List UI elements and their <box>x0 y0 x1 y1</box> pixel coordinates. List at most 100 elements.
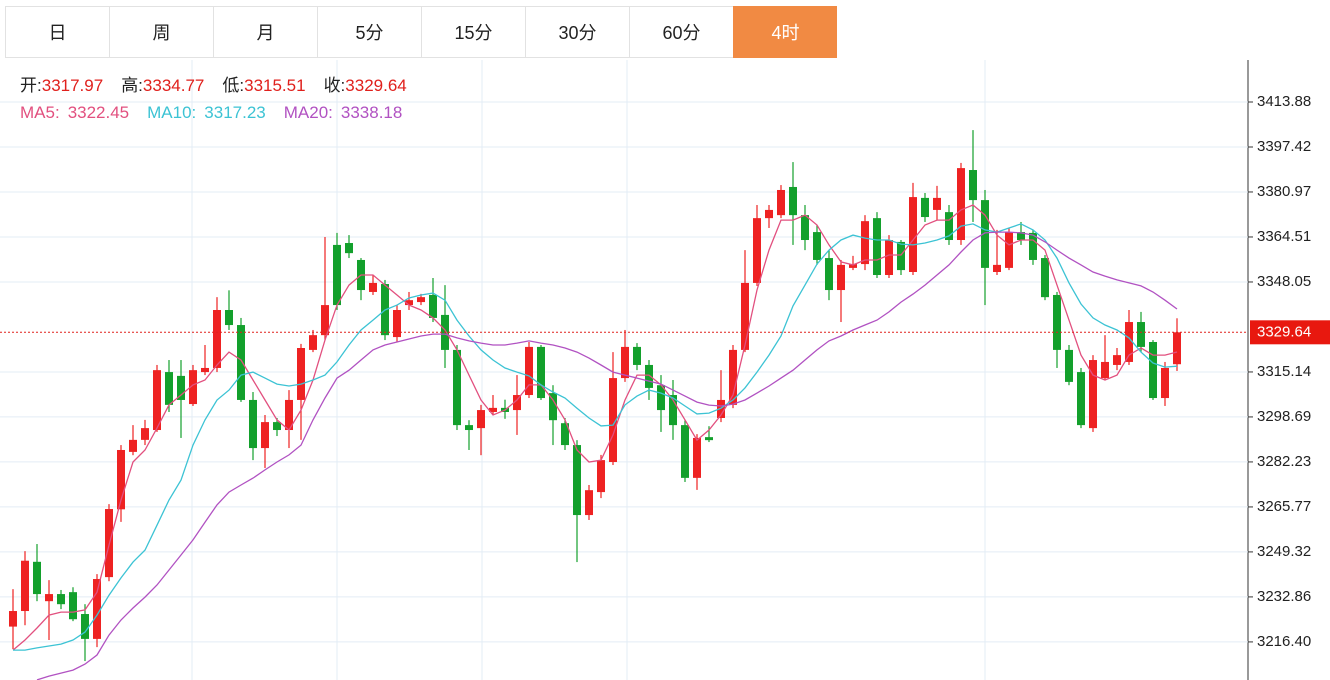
candles <box>9 130 1181 662</box>
candle-body <box>237 325 245 400</box>
ohlc-row: 开:3317.97 高:3334.77 低:3315.51 收:3329.64 <box>20 72 425 99</box>
period-tab[interactable]: 日 <box>5 6 109 58</box>
legend-label: MA5: <box>20 103 60 122</box>
candle-body <box>909 197 917 272</box>
candle-body <box>69 592 77 620</box>
legend-value: 3317.23 <box>204 103 266 122</box>
candle-body <box>897 241 905 271</box>
ohlc-label: 开: <box>20 76 42 95</box>
ohlc-value: 3317.97 <box>41 76 104 95</box>
candle-body <box>1137 322 1145 347</box>
candle-body <box>789 186 797 216</box>
candle-body <box>681 425 689 478</box>
period-tabs: 日周月 5分 15分 30分 60分 4时 <box>5 6 837 58</box>
candle-body <box>429 294 437 318</box>
candle-body <box>873 218 881 276</box>
ohlc-value: 3334.77 <box>142 76 205 95</box>
period-tab[interactable]: 30分 <box>525 6 629 58</box>
candle-body <box>993 264 1001 272</box>
ohlc-label: 低: <box>222 76 245 95</box>
candle-body <box>57 594 65 605</box>
y-tick-label: 3315.14 <box>1257 363 1311 380</box>
candle-body <box>21 560 29 612</box>
candle-body <box>945 212 953 241</box>
candle-body <box>1089 360 1097 429</box>
candle-body <box>705 437 713 441</box>
candle-body <box>813 232 821 260</box>
period-tab[interactable]: 4时 <box>733 6 837 58</box>
ma-lines <box>12 204 1178 680</box>
candle-body <box>1005 232 1013 268</box>
candle-body <box>369 282 377 292</box>
period-tab[interactable]: 月 <box>213 6 317 58</box>
candle-body <box>201 367 209 373</box>
y-tick-label: 3282.23 <box>1257 453 1311 470</box>
candle-body <box>693 437 701 478</box>
candle-body <box>597 460 605 493</box>
candle-body <box>345 243 353 254</box>
legend-value: 3338.18 <box>340 103 403 122</box>
candle-body <box>273 422 281 431</box>
candle-body <box>129 439 137 452</box>
ohlc-label: 高: <box>121 76 143 95</box>
y-tick-label: 3413.88 <box>1257 93 1311 110</box>
candle-body <box>1029 232 1037 260</box>
y-tick-label: 3380.97 <box>1257 183 1311 200</box>
candle-body <box>549 393 557 421</box>
candle-body <box>1101 361 1109 379</box>
period-tab[interactable]: 周 <box>109 6 213 58</box>
ma-row: MA5: 3322.45 MA10: 3317.23 MA20: 3338.18 <box>20 99 425 126</box>
candle-body <box>513 395 521 411</box>
y-tick-label: 3232.86 <box>1257 588 1311 605</box>
y-tick-label: 3216.40 <box>1257 633 1311 650</box>
candle-body <box>177 375 185 400</box>
candle-body <box>729 349 737 405</box>
y-tick-label: 3298.69 <box>1257 408 1311 425</box>
y-tick-label: 3364.51 <box>1257 228 1311 245</box>
ma-line <box>12 204 1178 651</box>
candle-body <box>573 445 581 516</box>
last-price-label: 3329.64 <box>1257 323 1311 340</box>
candle-body <box>453 349 461 426</box>
candle-body <box>741 282 749 350</box>
candle-body <box>645 364 653 388</box>
candle-body <box>1173 332 1181 365</box>
candle-body <box>33 561 41 595</box>
candle-body <box>885 240 893 276</box>
candle-body <box>1149 341 1157 399</box>
y-tick-label: 3265.77 <box>1257 498 1311 515</box>
candle-body <box>669 395 677 426</box>
candle-body <box>117 449 125 510</box>
legend-value: 3322.45 <box>67 103 130 122</box>
y-tick-label: 3348.05 <box>1257 273 1311 290</box>
candle-body <box>609 378 617 463</box>
candle-body <box>309 335 317 350</box>
candle-body <box>93 579 101 639</box>
candle-body <box>141 428 149 440</box>
candle-body <box>477 410 485 429</box>
candle-body <box>153 370 161 431</box>
candle-body <box>1113 355 1121 365</box>
period-tab[interactable]: 60分 <box>629 6 733 58</box>
ohlc-value: 3329.64 <box>345 76 407 95</box>
period-tab[interactable]: 5分 <box>317 6 421 58</box>
legend-label: MA10: <box>147 103 197 122</box>
candle-body <box>321 305 329 336</box>
candle-body <box>837 264 845 291</box>
candle-body <box>765 209 773 219</box>
period-tab[interactable]: 15分 <box>421 6 525 58</box>
last-price-box <box>1250 320 1330 345</box>
candle-body <box>261 422 269 449</box>
candle-body <box>405 300 413 306</box>
candle-body <box>537 346 545 399</box>
candle-body <box>1125 322 1133 362</box>
candle-body <box>417 297 425 303</box>
candle-body <box>621 346 629 379</box>
ma-line <box>36 231 1178 680</box>
candle-body <box>633 346 641 365</box>
candle-body <box>1161 367 1169 399</box>
candle-body <box>213 310 221 368</box>
candle-body <box>1065 349 1073 382</box>
candle-body <box>801 215 809 241</box>
